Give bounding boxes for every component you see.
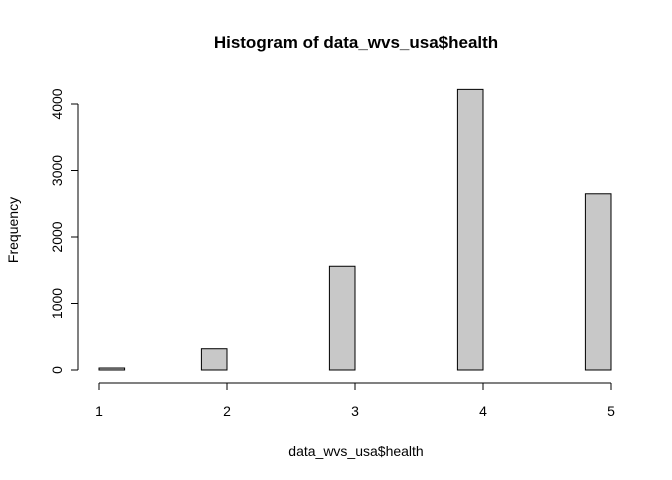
histogram-bar-5 <box>200 348 228 371</box>
y-tick-label: 1000 <box>49 288 65 319</box>
x-tick-label: 4 <box>479 403 487 419</box>
x-tick-label: 2 <box>223 403 231 419</box>
y-tick-label: 4000 <box>49 88 65 119</box>
y-tick-label: 2000 <box>49 221 65 252</box>
x-axis-label: data_wvs_usa$health <box>288 443 423 459</box>
histogram-bar-1 <box>98 367 126 371</box>
bars-group <box>98 88 612 371</box>
x-tick-label: 5 <box>607 403 615 419</box>
x-tick-label: 1 <box>95 403 103 419</box>
y-axis: 0 1000 2000 3000 4000 <box>49 88 79 374</box>
y-tick-label: 0 <box>49 366 65 374</box>
y-tick-label: 3000 <box>49 155 65 186</box>
histogram-bar-20 <box>584 193 612 371</box>
x-tick-label: 3 <box>351 403 359 419</box>
x-axis: 1 2 3 4 5 <box>95 382 615 419</box>
y-axis-label: Frequency <box>5 197 21 263</box>
histogram-bar-10 <box>328 265 356 371</box>
histogram-bar-15 <box>456 88 484 371</box>
chart-title: Histogram of data_wvs_usa$health <box>214 33 498 52</box>
